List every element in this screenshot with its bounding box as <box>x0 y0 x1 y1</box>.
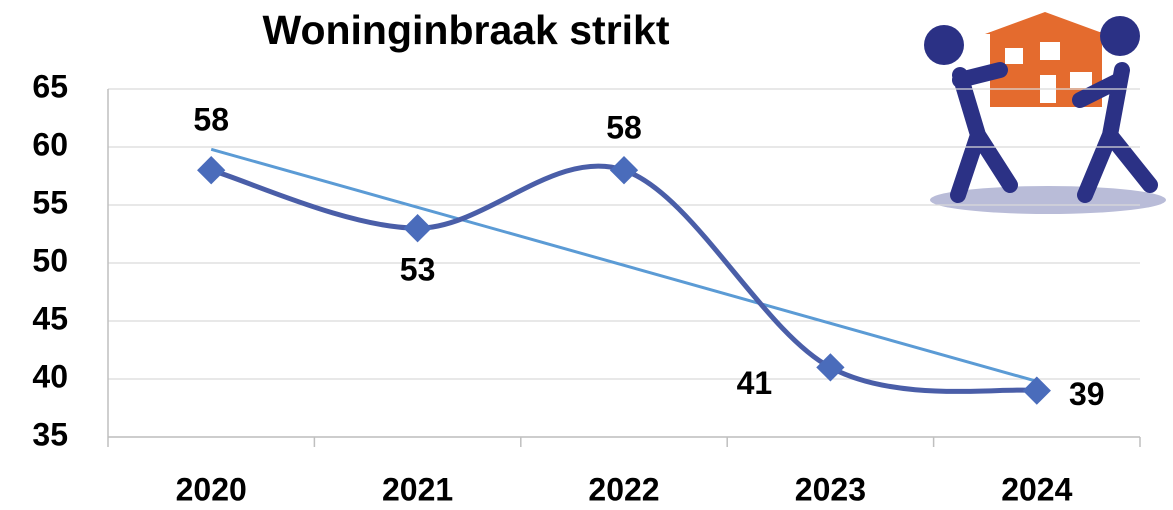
data-label: 41 <box>737 365 773 401</box>
illustration <box>924 12 1166 214</box>
trendline <box>210 147 1038 383</box>
chart-title: Woninginbraak strikt <box>262 7 669 53</box>
y-tick-label: 40 <box>32 358 68 394</box>
x-tick-label: 2023 <box>795 471 866 507</box>
y-tick-label: 55 <box>32 184 68 220</box>
data-label: 58 <box>193 102 229 138</box>
data-label: 39 <box>1069 376 1105 412</box>
person <box>950 62 1018 203</box>
head <box>1100 16 1140 56</box>
y-tick-label: 60 <box>32 126 68 162</box>
person <box>1072 62 1158 203</box>
window <box>1070 72 1092 88</box>
y-tick-label: 50 <box>32 242 68 278</box>
window <box>1040 42 1060 60</box>
data-label: 53 <box>400 252 436 288</box>
x-tick-label: 2020 <box>176 471 247 507</box>
shadow <box>930 186 1166 214</box>
marker <box>816 353 845 382</box>
x-tick-label: 2021 <box>382 471 453 507</box>
data-label: 58 <box>606 110 642 146</box>
x-tick-label: 2024 <box>1001 471 1072 507</box>
marker <box>197 156 226 185</box>
marker <box>403 214 432 243</box>
y-tick-label: 45 <box>32 300 68 336</box>
marker <box>609 156 639 185</box>
marker <box>1022 376 1051 405</box>
y-tick-label: 35 <box>32 416 68 452</box>
window <box>1005 48 1023 64</box>
x-tick-label: 2022 <box>588 471 659 507</box>
head <box>924 25 964 65</box>
y-tick-label: 65 <box>32 68 68 104</box>
line <box>210 163 1038 394</box>
roof <box>985 12 1105 34</box>
